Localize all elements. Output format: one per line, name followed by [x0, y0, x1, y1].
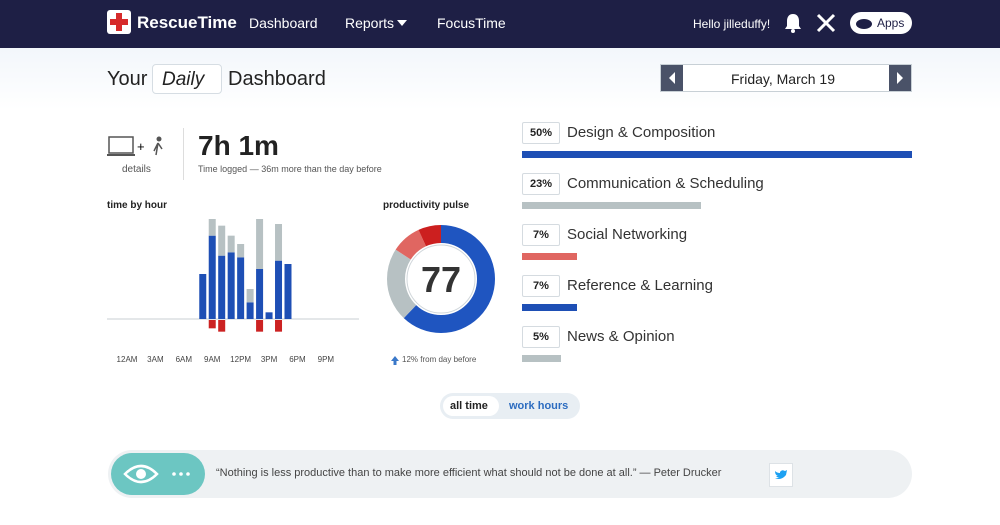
pulse-segment: [387, 225, 495, 333]
pulse-center: [406, 244, 476, 314]
hour-bar-neutral: [218, 225, 226, 256]
period-select[interactable]: Daily: [152, 64, 222, 94]
x-tick-label: 3PM: [261, 355, 278, 364]
period-label: Daily: [162, 69, 205, 90]
bell-icon[interactable]: [784, 13, 802, 33]
category-name: News & Opinion: [567, 328, 675, 345]
pulse-change: 12% from day before: [402, 355, 477, 364]
hour-bar-distracting: [256, 320, 264, 332]
eye-pill[interactable]: [111, 453, 205, 495]
tools-icon[interactable]: [815, 12, 837, 34]
hour-bar-neutral: [256, 219, 264, 269]
hour-bar-neutral: [227, 235, 235, 253]
device-icon: +: [107, 136, 163, 156]
toggle-option[interactable]: all time: [450, 400, 488, 412]
percent-label: 50%: [522, 122, 560, 144]
apps-label: Apps: [877, 16, 905, 30]
category-bar: [522, 253, 577, 260]
header-suffix: Dashboard: [228, 68, 326, 90]
toggle-active[interactable]: [443, 396, 499, 416]
cloud-icon: [856, 19, 872, 29]
quote-bar: “Nothing is less productive than to make…: [108, 450, 912, 498]
category-name: Communication & Scheduling: [567, 175, 764, 192]
category-bar: [522, 304, 577, 311]
category-name: Reference & Learning: [567, 277, 713, 294]
tweet-button[interactable]: [769, 463, 793, 487]
hour-bar-neutral: [275, 224, 283, 261]
prev-date[interactable]: [661, 65, 683, 91]
hour-bar-productive: [237, 257, 245, 319]
logo-icon: [107, 10, 131, 34]
hour-bar-productive: [227, 252, 235, 319]
hour-bar-productive: [284, 264, 292, 319]
divider: [183, 128, 184, 180]
total-time: 7h 1m: [198, 130, 279, 161]
hour-bar-neutral: [208, 219, 216, 236]
hour-bar-productive: [275, 260, 283, 319]
nav-link[interactable]: FocusTime: [437, 15, 506, 31]
category-name: Social Networking: [567, 226, 688, 243]
hour-bar-distracting: [208, 320, 216, 329]
hour-bar-productive: [199, 274, 207, 319]
hour-bar-productive: [208, 235, 216, 319]
percent-label: 5%: [522, 326, 560, 348]
percent-label: 7%: [522, 275, 560, 297]
greeting: Hello jilleduffy!: [693, 17, 771, 31]
category-bar: [522, 151, 912, 158]
category-bar: [522, 355, 561, 362]
nav-link[interactable]: Dashboard: [249, 15, 318, 31]
hour-bar-distracting: [218, 320, 226, 332]
up-arrow: [391, 356, 399, 365]
hour-bar-neutral: [237, 244, 245, 258]
x-tick-label: 12PM: [230, 355, 251, 364]
toggle-option[interactable]: work hours: [509, 400, 569, 412]
hour-bar-productive: [256, 269, 264, 319]
nav-link[interactable]: Reports: [345, 15, 395, 31]
category-bar: [522, 202, 702, 209]
svg-text:+: +: [137, 139, 145, 154]
quote-text: “Nothing is less productive than to make…: [216, 467, 722, 479]
x-tick-label: 9AM: [204, 355, 221, 364]
pulse-segment: [387, 225, 495, 333]
range-toggle: all time work hours: [440, 393, 580, 419]
brand[interactable]: RescueTime: [137, 13, 237, 32]
hour-bar-distracting: [275, 320, 283, 332]
nav-bar: RescueTime Dashboard Reports FocusTime H…: [0, 0, 1000, 48]
date-label: Friday, March 19: [731, 71, 835, 87]
x-tick-label: 6AM: [176, 355, 193, 364]
category-name: Design & Composition: [567, 124, 716, 141]
pulse-title: productivity pulse: [383, 200, 470, 211]
hour-bar-productive: [265, 312, 273, 319]
percent-label: 7%: [522, 224, 560, 246]
x-tick-label: 3AM: [147, 355, 164, 364]
hour-bar-productive: [246, 302, 254, 319]
x-tick-label: 6PM: [289, 355, 306, 364]
total-note: Time logged — 36m more than the day befo…: [198, 164, 382, 174]
pulse-score: 77: [421, 259, 461, 300]
x-tick-label: 9PM: [318, 355, 335, 364]
x-tick-label: 12AM: [117, 355, 138, 364]
next-date[interactable]: [889, 65, 911, 91]
hour-bar-productive: [218, 255, 226, 319]
hour-chart-title: time by hour: [107, 200, 168, 211]
percent-label: 23%: [522, 173, 560, 195]
hour-bar-neutral: [246, 289, 254, 303]
details-link[interactable]: details: [122, 164, 151, 175]
header-prefix: Your: [107, 68, 148, 90]
apps-button[interactable]: Apps: [850, 12, 912, 34]
caret: [397, 20, 407, 26]
date-picker[interactable]: Friday, March 19: [660, 64, 912, 92]
